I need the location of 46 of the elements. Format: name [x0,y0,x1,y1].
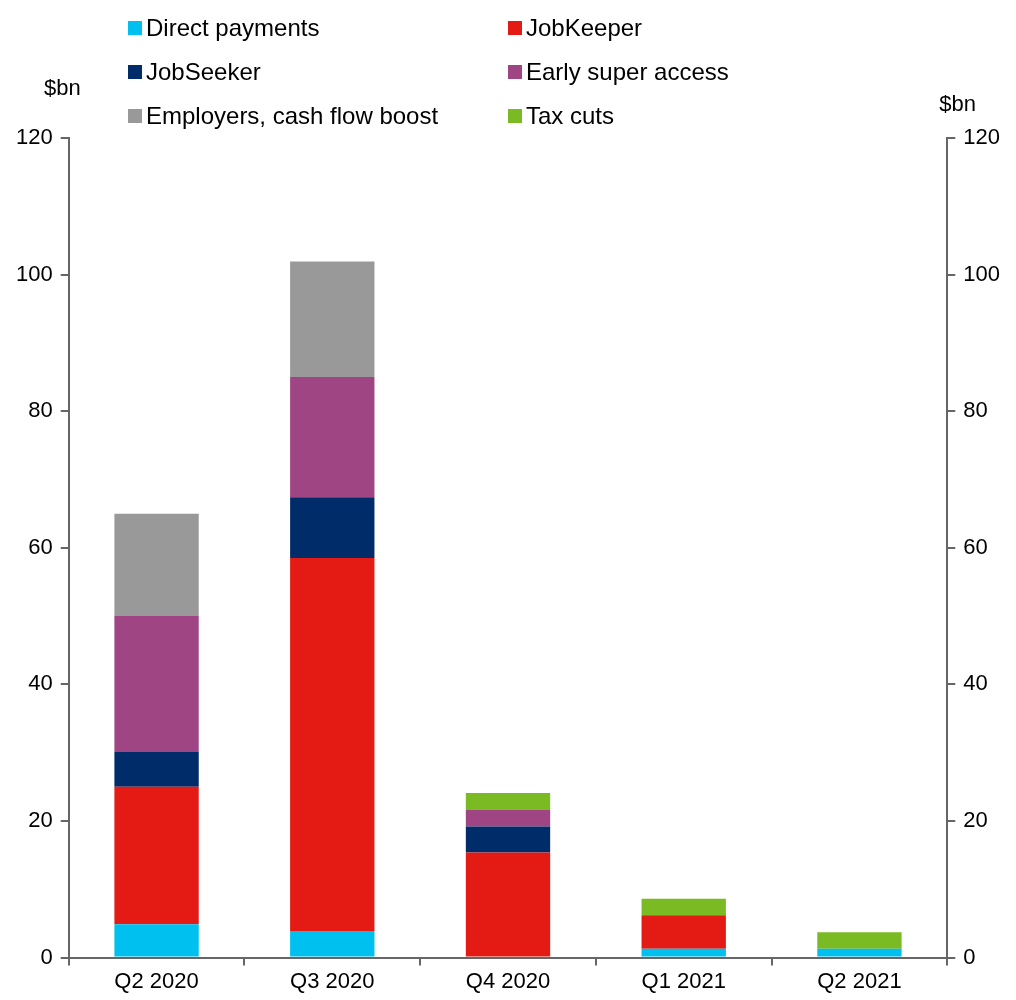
bar [114,924,199,957]
bar [114,786,199,925]
y2-tick-label: 120 [963,124,1001,150]
y2-axis-title: $bn [939,91,977,117]
x-tick-label: Q2 2021 [817,967,902,993]
bar [641,898,726,916]
bar [290,377,375,498]
bar [817,932,902,949]
legend-label: Direct payments [146,14,320,42]
x-tick-label: Q3 2020 [290,967,375,993]
y-tick-label: 0 [40,943,53,969]
bar [641,915,726,949]
x-tick-label: Q2 2020 [114,967,199,993]
bar [290,930,375,957]
y2-tick-label: 0 [963,943,976,969]
y-tick-label: 80 [28,397,53,423]
legend-label: JobKeeper [526,14,643,42]
bar [465,793,551,810]
x-tick-label: Q1 2021 [641,967,726,993]
y2-tick-label: 100 [963,260,1001,286]
y-tick-label: 60 [28,533,53,559]
y-tick-label: 100 [15,260,53,286]
y-tick-label: 20 [28,807,53,833]
bar [465,852,551,957]
bar [465,809,551,827]
legend-label: JobSeeker [146,58,261,86]
y2-tick-label: 20 [963,807,988,833]
bar [290,558,375,931]
legend-label: Tax cuts [526,102,615,130]
bar [465,826,551,853]
bar [817,948,902,957]
x-tick-label: Q4 2020 [465,967,551,993]
y-tick-label: 40 [28,670,53,696]
bar [114,616,199,753]
y2-tick-label: 80 [963,397,988,423]
bar [290,261,375,378]
legend-label: Early super access [526,58,729,86]
y-axis-title: $bn [43,75,81,101]
bar [114,752,199,787]
y-tick-label: 120 [15,124,53,150]
bar [641,948,726,957]
y2-tick-label: 40 [963,670,988,696]
legend-label: Employers, cash flow boost [146,102,439,130]
y2-tick-label: 60 [963,533,988,559]
bar [114,513,199,617]
bar [290,497,375,559]
